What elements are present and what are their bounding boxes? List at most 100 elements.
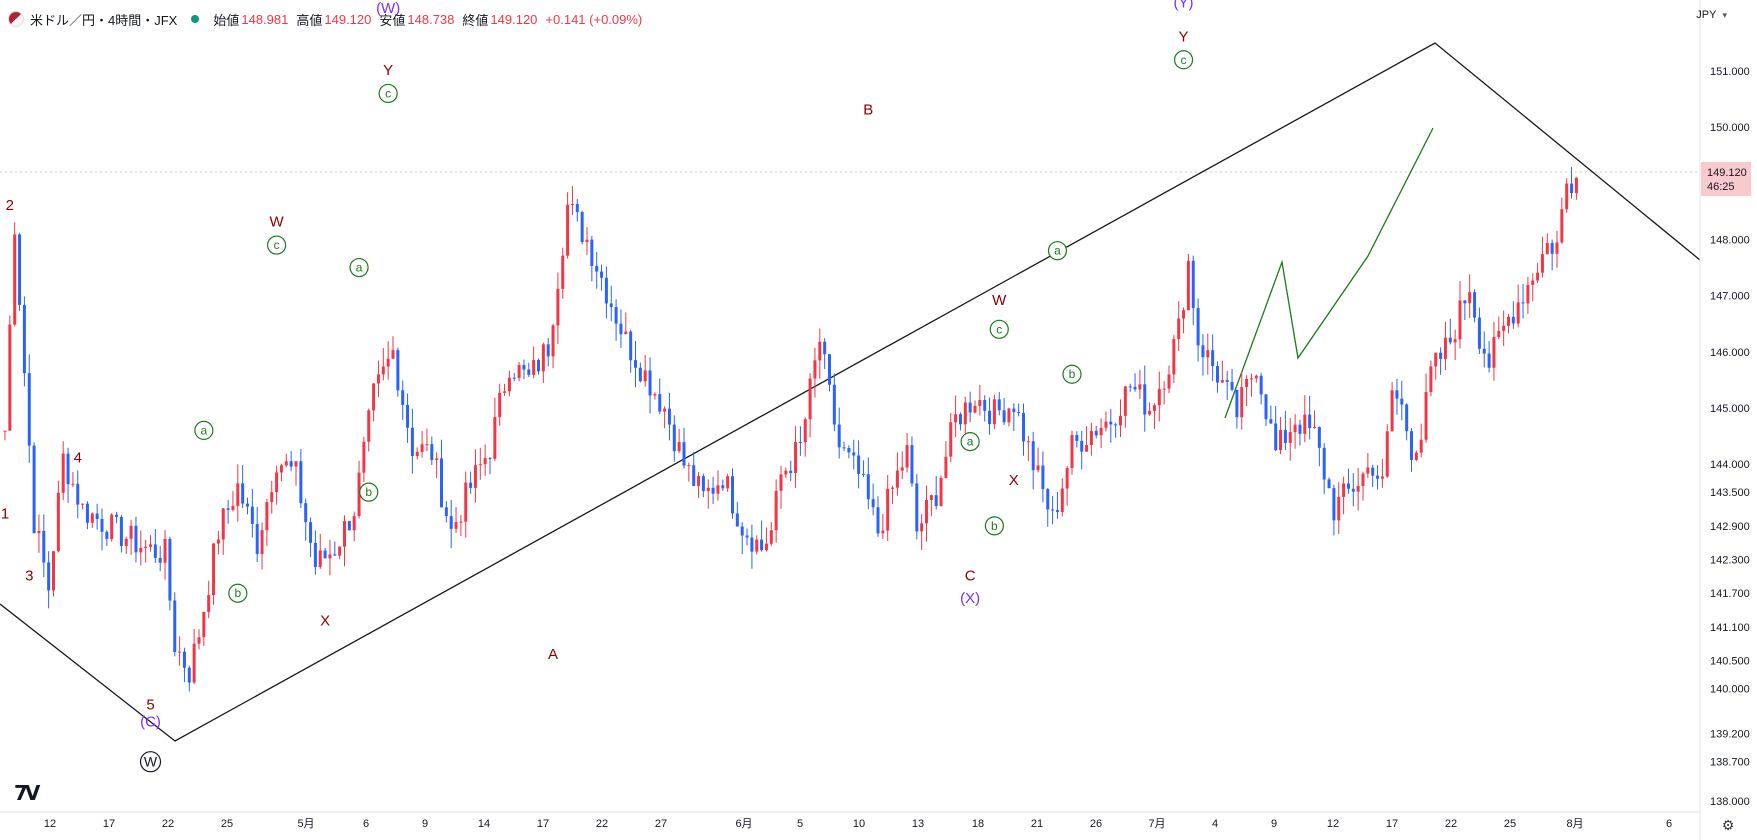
candle [410,408,414,474]
candle [1279,416,1283,455]
svg-text:(X): (X) [960,590,980,607]
candle [1434,352,1438,380]
candle [1400,380,1404,421]
candle [1283,410,1287,451]
candle [1007,408,1011,427]
candle [1196,298,1200,362]
candle [1022,403,1025,456]
candle [323,547,327,559]
candle [1128,383,1132,392]
wave-label: a [349,257,369,278]
candle [512,372,516,382]
candle [1201,334,1205,376]
candle [842,441,846,452]
candle [546,337,550,367]
candle [299,449,303,509]
candle [1245,375,1249,407]
candle [357,460,361,519]
candle [881,514,885,540]
price-tick-label: 141.700 [1710,588,1750,600]
candle [1351,472,1355,507]
wave-label: b [984,516,1005,536]
symbol-title[interactable]: 米ドル／円・4時間・JFX [30,12,178,28]
price-tick-label: 142.300 [1710,555,1750,567]
candle [721,479,725,491]
time-tick-label: 22 [596,818,608,830]
open-label: 始値 [213,12,240,28]
candle [1507,314,1510,334]
candle [386,341,390,380]
candle [76,470,80,519]
currency-selector[interactable]: JPY ▾ [1696,9,1727,21]
candle [270,480,274,514]
candle [1133,373,1137,392]
candle [1337,482,1341,535]
candle [503,383,507,396]
candle [769,521,773,546]
candle [745,528,749,546]
candle [900,451,904,479]
candle [1317,426,1321,467]
candle [61,441,65,501]
candle [1186,253,1190,311]
candle [1191,255,1195,326]
candle [726,473,730,492]
candle [954,395,958,438]
candle [1361,471,1365,501]
svg-text:c: c [385,86,391,100]
candle [139,530,143,566]
wave-label: C [965,567,976,584]
candle [1429,360,1433,397]
candle [420,431,424,458]
candle [658,378,662,415]
candle [634,340,637,388]
svg-text:c: c [1181,53,1187,67]
candle [779,465,783,509]
candle [144,539,148,563]
price-axis[interactable]: 138.000 138.700 139.200 140.000 140.500 141.1… [1710,66,1750,808]
time-tick-label: 25 [221,818,233,830]
candle [1477,307,1481,354]
candle [614,299,618,341]
price-tick-label: 147.000 [1710,291,1750,303]
svg-text:X: X [1009,472,1019,489]
candle [1332,484,1336,536]
time-axis[interactable]: 12 17 22 25 5月 6 9 14 17 22 27 6月 5 10 13 18 21 26 7月 4 9 12 1… [44,818,1672,830]
candle [682,427,686,469]
candle [905,432,909,473]
wave-label: a [194,420,214,440]
candle [876,496,880,537]
candle [798,426,802,456]
wave-line-green-1 [1224,127,1434,419]
candle [794,426,798,489]
svg-text:a: a [1054,244,1061,258]
candle [333,541,337,556]
candle [1439,347,1443,375]
tradingview-logo-icon[interactable]: 7V [14,781,40,805]
chevron-down-icon: ▾ [1722,9,1727,20]
candle [532,346,536,379]
candle [1109,409,1113,443]
candle [1026,435,1030,461]
price-tick-label: 148.000 [1710,234,1750,246]
candle [1516,284,1520,328]
time-tick-label: 13 [912,818,924,830]
candle [1152,403,1156,429]
svg-text:(W): (W) [376,0,400,17]
candle [566,192,570,259]
candle [1565,178,1569,213]
candle [988,397,992,435]
wave-lines[interactable] [0,42,1701,742]
candle [522,359,526,380]
candle [706,479,710,509]
candle [1225,371,1229,401]
candle [697,472,701,499]
candle [507,370,511,397]
candle [1298,419,1302,446]
candle [925,485,928,542]
gear-icon[interactable]: ⚙ [1721,817,1735,833]
candle [381,347,385,381]
candle [260,522,264,570]
